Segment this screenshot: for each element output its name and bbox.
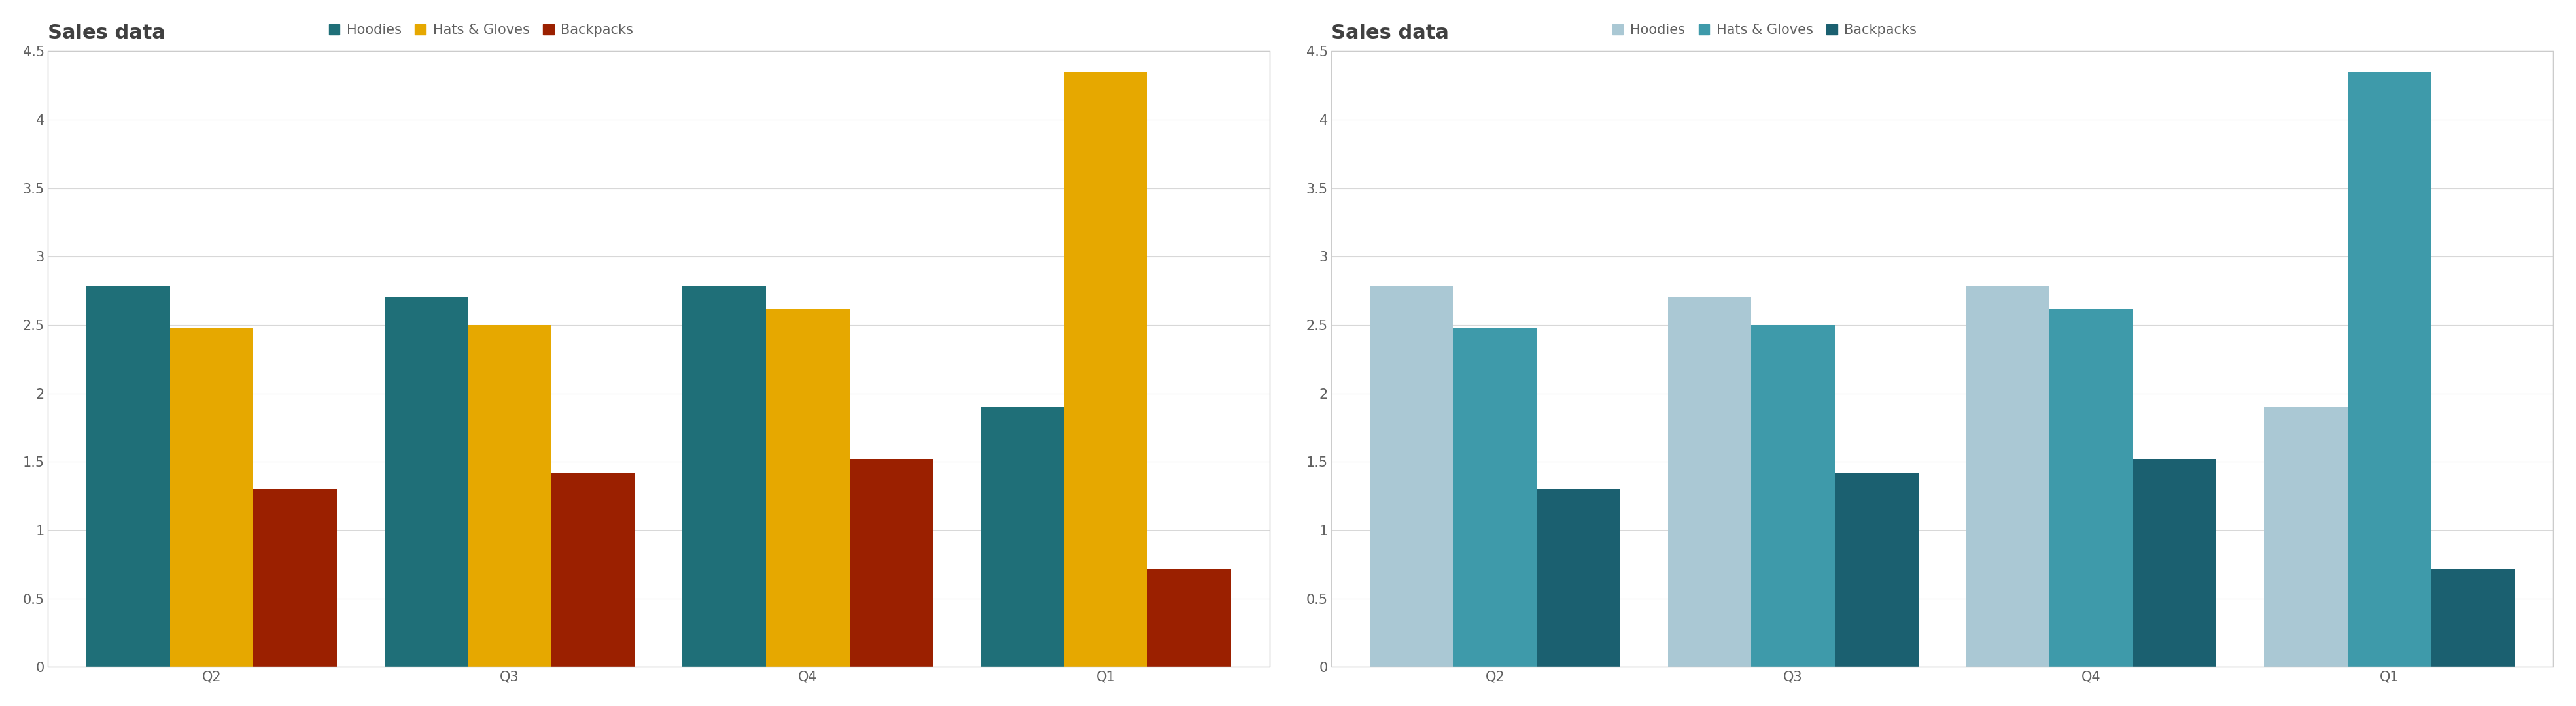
Text: Sales data: Sales data xyxy=(46,23,165,42)
Bar xyxy=(765,309,850,667)
Bar xyxy=(2432,568,2514,667)
Bar xyxy=(551,473,634,667)
Bar xyxy=(1667,297,1752,667)
Bar xyxy=(1146,568,1231,667)
Bar xyxy=(384,297,469,667)
Bar xyxy=(170,328,252,667)
Legend: Hoodies, Hats & Gloves, Backpacks: Hoodies, Hats & Gloves, Backpacks xyxy=(322,18,639,42)
Bar xyxy=(469,325,551,667)
Bar xyxy=(1834,473,1919,667)
Bar xyxy=(252,489,337,667)
Bar xyxy=(2264,407,2347,667)
Bar xyxy=(2347,72,2432,667)
Bar xyxy=(683,287,765,667)
Bar xyxy=(1064,72,1146,667)
Bar xyxy=(2133,459,2215,667)
Bar xyxy=(850,459,933,667)
Bar xyxy=(1453,328,1538,667)
Legend: Hoodies, Hats & Gloves, Backpacks: Hoodies, Hats & Gloves, Backpacks xyxy=(1607,18,1922,42)
Bar xyxy=(1538,489,1620,667)
Bar xyxy=(1965,287,2050,667)
Bar xyxy=(88,287,170,667)
Bar xyxy=(1370,287,1453,667)
Text: Sales data: Sales data xyxy=(1332,23,1448,42)
Bar xyxy=(981,407,1064,667)
Bar xyxy=(1752,325,1834,667)
Bar xyxy=(2050,309,2133,667)
